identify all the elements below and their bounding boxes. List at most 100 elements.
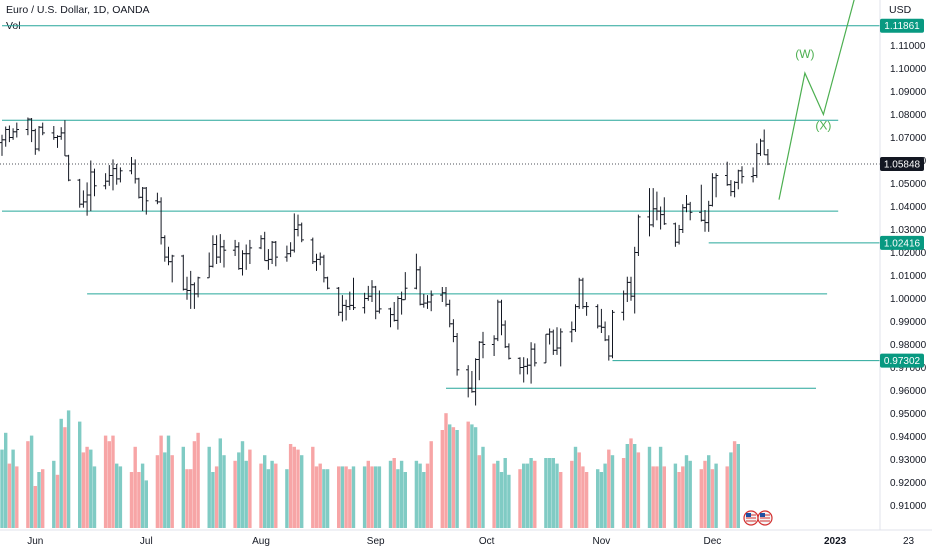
price-tick-label: 0.93000 bbox=[890, 455, 927, 466]
volume-bar bbox=[270, 460, 274, 528]
volume-bar bbox=[248, 449, 252, 528]
volume-bar bbox=[625, 444, 629, 528]
volume-bar bbox=[455, 430, 459, 528]
price-tick-label: 1.02000 bbox=[890, 248, 927, 259]
level-lines bbox=[0, 25, 880, 389]
ohlc-bar bbox=[628, 276, 634, 301]
us-flag-icon[interactable] bbox=[757, 510, 773, 526]
volume-bar bbox=[222, 455, 226, 528]
volume-bar bbox=[732, 441, 737, 528]
volume-bar bbox=[288, 444, 293, 528]
ohlc-bar bbox=[543, 333, 549, 364]
ohlc-bar bbox=[647, 188, 652, 237]
volume-bar bbox=[703, 460, 707, 528]
time-tick-label: 2023 bbox=[824, 536, 847, 547]
ohlc-bar bbox=[654, 191, 660, 221]
ohlc-bar bbox=[0, 134, 5, 156]
ohlc-bar bbox=[362, 292, 367, 314]
ohlc-bar bbox=[129, 157, 134, 175]
time-tick-label: Dec bbox=[704, 536, 722, 547]
volume-bar bbox=[133, 446, 137, 528]
ohlc-bar bbox=[469, 371, 475, 393]
volume-bar bbox=[507, 474, 511, 528]
ohlc-bar bbox=[336, 287, 341, 316]
ohlc-bar bbox=[651, 188, 656, 228]
ohlc-bar bbox=[621, 290, 626, 321]
ohlc-bar bbox=[480, 331, 486, 359]
volume-bar bbox=[522, 463, 526, 528]
volume-bar bbox=[89, 449, 93, 528]
level-price-badge: 1.02416 bbox=[880, 235, 924, 250]
wave-label: (X) bbox=[815, 119, 831, 133]
ohlc-bar bbox=[499, 299, 504, 336]
ohlc-bar bbox=[236, 242, 241, 270]
badge-background bbox=[880, 235, 924, 250]
ohlc-bar bbox=[133, 159, 138, 184]
ohlc-bar bbox=[680, 204, 685, 233]
ohlc-bar bbox=[595, 304, 600, 329]
ohlc-bar bbox=[399, 291, 404, 315]
ohlc-bar bbox=[192, 282, 197, 309]
ohlc-bar bbox=[673, 222, 678, 247]
ohlc-bar bbox=[325, 276, 330, 290]
price-tick-label: 1.10000 bbox=[890, 64, 927, 75]
price-badges: 1.11861 1.05848 1.02416 0.97302 bbox=[880, 18, 924, 368]
price-tick-label: 0.98000 bbox=[890, 340, 927, 351]
ohlc-bar bbox=[7, 125, 12, 143]
time-axis: Jun Jul Aug Sep Oct Nov Dec 2023 23 bbox=[27, 536, 914, 547]
time-tick-label: Jul bbox=[140, 536, 153, 547]
ohlc-bar bbox=[170, 254, 175, 283]
volume-bar bbox=[59, 418, 63, 528]
time-tick-label: Oct bbox=[479, 536, 495, 547]
volume-bar bbox=[155, 455, 160, 528]
volume-bar bbox=[492, 463, 496, 528]
volume-bar bbox=[729, 452, 733, 528]
price-tick-label: 1.03000 bbox=[890, 225, 927, 236]
ohlc-bar bbox=[447, 299, 452, 328]
event-flags[interactable] bbox=[743, 510, 773, 526]
ohlc-bar bbox=[443, 287, 449, 307]
ohlc-bar bbox=[517, 357, 523, 375]
ohlc-bar bbox=[210, 235, 216, 268]
price-tick-label: 0.95000 bbox=[890, 409, 927, 420]
volume-bar bbox=[259, 463, 263, 528]
time-tick-label: Sep bbox=[367, 536, 385, 547]
volume-bar bbox=[318, 463, 322, 528]
volume-bar bbox=[351, 466, 356, 528]
volume-bar bbox=[714, 463, 718, 528]
ohlc-bar bbox=[699, 184, 704, 222]
volume-bar bbox=[555, 463, 559, 528]
ohlc-bar bbox=[118, 167, 123, 183]
volume-bar bbox=[518, 469, 522, 528]
volume-bar bbox=[314, 466, 319, 528]
ohlc-bar bbox=[676, 224, 682, 245]
volume-bar bbox=[607, 449, 611, 528]
ohlc-bar bbox=[625, 276, 630, 302]
volume-bar bbox=[533, 460, 537, 528]
volume-bar bbox=[599, 472, 604, 528]
us-flag-icon[interactable] bbox=[743, 510, 759, 526]
volume-bar bbox=[736, 444, 740, 528]
ohlc-bar bbox=[88, 160, 93, 212]
ohlc-bar bbox=[632, 246, 637, 314]
volume-bar bbox=[11, 449, 15, 528]
ohlc-bar bbox=[662, 197, 667, 225]
volume-bar bbox=[414, 460, 419, 528]
ohlc-bar bbox=[403, 272, 408, 301]
volume-bar bbox=[499, 472, 504, 528]
ohlc-bar bbox=[373, 285, 378, 320]
ohlc-bar bbox=[606, 335, 611, 361]
ohlc-bar bbox=[310, 237, 315, 264]
volume-bar bbox=[337, 466, 341, 528]
ohlc-bar bbox=[732, 181, 737, 198]
volume-bar bbox=[633, 444, 637, 528]
volume-bar bbox=[470, 424, 474, 528]
volume-bar bbox=[707, 455, 711, 528]
ohlc-bar bbox=[577, 277, 582, 309]
price-tick-label: 0.94000 bbox=[890, 432, 927, 443]
ohlc-bar bbox=[59, 127, 64, 140]
ohlc-bar bbox=[477, 341, 482, 381]
price-tick-label: 1.05000 bbox=[890, 179, 927, 190]
